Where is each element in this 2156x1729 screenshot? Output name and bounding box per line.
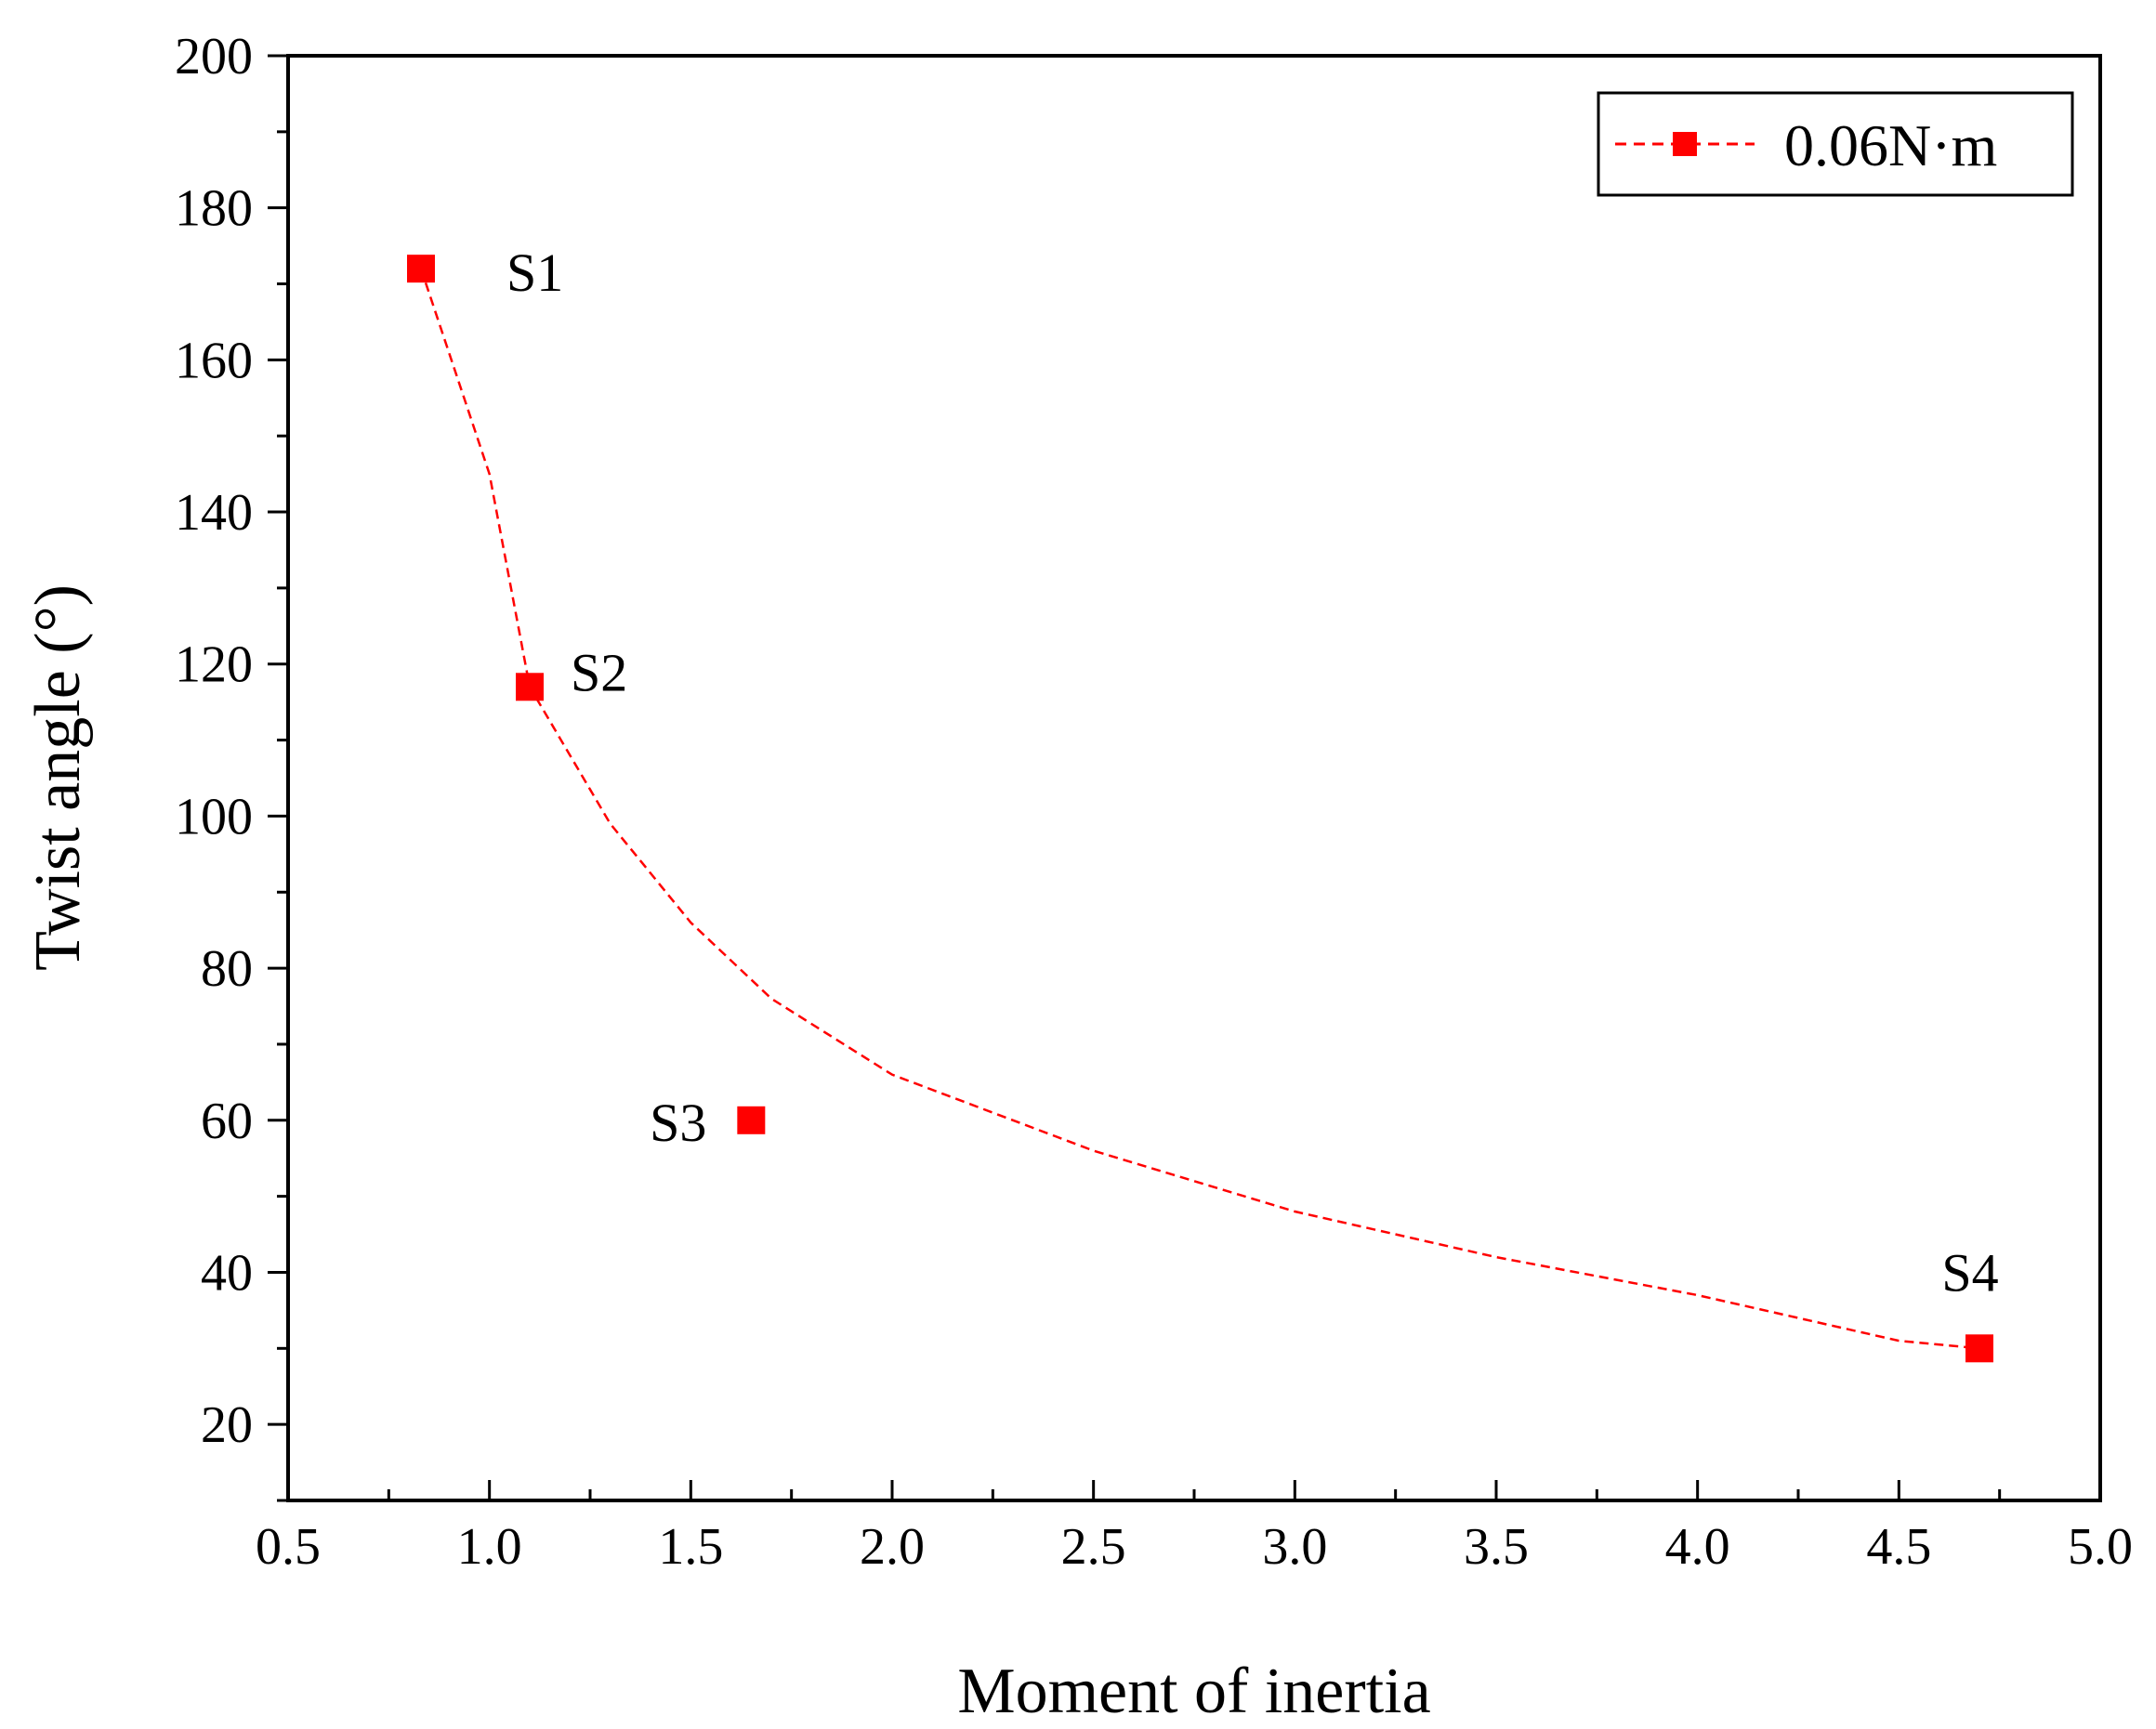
data-point-s1 [407, 255, 435, 283]
y-tick-label-3: 80 [201, 940, 253, 998]
point-label-s4: S4 [1941, 1242, 1998, 1303]
data-point-s2 [516, 673, 544, 701]
data-points: S1 S2 S3 S4 [407, 242, 1999, 1363]
x-tick-label-7: 4.0 [1665, 1518, 1730, 1576]
y-tick-label-7: 160 [175, 332, 253, 389]
x-tick-label-1: 1.0 [457, 1518, 522, 1576]
fit-curve [419, 268, 1980, 1350]
x-tick-label-6: 3.5 [1464, 1518, 1529, 1576]
y-tick-label-1: 40 [201, 1244, 253, 1302]
y-tick-label-0: 20 [201, 1396, 253, 1454]
x-tick-label-5: 3.0 [1262, 1518, 1327, 1576]
data-point-s3 [737, 1106, 766, 1134]
y-axis: 20 40 60 80 100 120 140 160 180 200 [175, 28, 288, 1502]
y-tick-label-6: 140 [175, 484, 253, 542]
x-tick-label-9: 5.0 [2068, 1518, 2133, 1576]
y-tick-label-9: 200 [175, 28, 253, 85]
x-tick-label-2: 1.5 [658, 1518, 723, 1576]
legend-label: 0.06N·m [1784, 112, 1997, 178]
y-tick-label-4: 100 [175, 788, 253, 845]
legend-marker [1673, 132, 1697, 156]
x-tick-label-8: 4.5 [1866, 1518, 1931, 1576]
point-label-s3: S3 [650, 1093, 706, 1153]
point-label-s2: S2 [571, 642, 627, 702]
x-tick-label-0: 0.5 [256, 1518, 321, 1576]
y-tick-label-2: 60 [201, 1093, 253, 1150]
x-tick-label-3: 2.0 [860, 1518, 925, 1576]
data-point-s4 [1965, 1334, 1993, 1363]
y-tick-label-5: 120 [175, 636, 253, 694]
x-axis-title: Moment of inertia [957, 1656, 1430, 1727]
point-label-s1: S1 [506, 242, 563, 303]
x-tick-label-4: 2.5 [1061, 1518, 1126, 1576]
y-axis-title: Twist angle (°) [22, 584, 94, 971]
y-tick-label-8: 180 [175, 180, 253, 238]
legend: 0.06N·m [1597, 91, 2074, 197]
x-axis: 0.5 1.0 1.5 2.0 2.5 3.0 3.5 4.0 4.5 5.0 [256, 1480, 2133, 1576]
